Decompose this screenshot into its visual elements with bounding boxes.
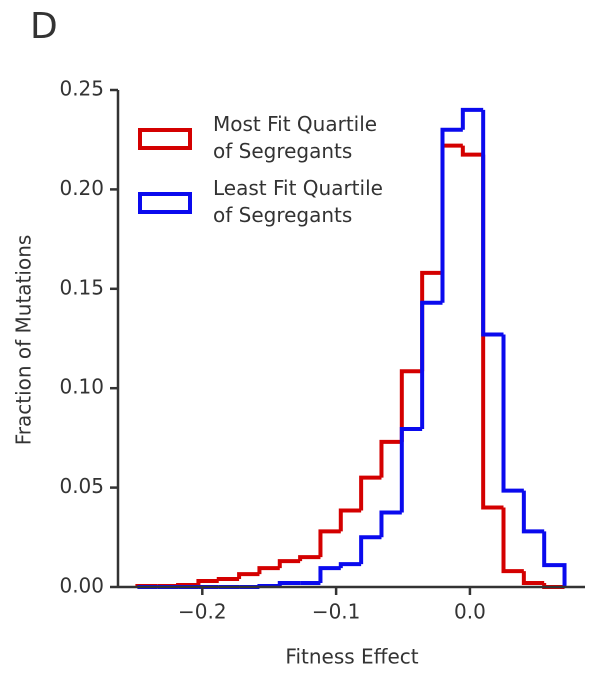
x-tick-label: 0.0 (454, 600, 486, 624)
histogram-step (318, 566, 341, 584)
histogram-step (521, 571, 545, 586)
y-tick-label: 0.15 (59, 275, 104, 299)
histogram-step (440, 127, 463, 303)
histogram-step (399, 369, 423, 442)
y-tick-label: 0.25 (59, 77, 104, 101)
y-axis-label: Fraction of Mutations (12, 235, 36, 446)
legend-swatch (138, 128, 192, 150)
histogram-step (440, 143, 463, 273)
histogram-step (338, 508, 362, 532)
histogram-step (481, 154, 504, 510)
histogram-step (359, 475, 382, 511)
histogram-step (399, 426, 423, 513)
x-axis-label: Fitness Effect (285, 645, 418, 669)
histogram-step (338, 562, 362, 569)
histogram-step (379, 510, 402, 538)
histogram-step (257, 566, 280, 575)
x-tick-label: −0.2 (178, 600, 227, 624)
histogram-step (460, 107, 484, 130)
histogram-step (481, 109, 504, 337)
y-tick-label: 0.00 (59, 574, 104, 598)
y-tick-label: 0.10 (59, 375, 104, 399)
histogram-step (318, 529, 341, 558)
x-tick-label: −0.1 (312, 600, 361, 624)
histogram-step (359, 535, 382, 565)
histogram-step (501, 334, 524, 493)
histogram-step (298, 555, 321, 562)
legend-swatch (138, 192, 192, 214)
histogram-step (460, 145, 484, 157)
histogram-step (277, 559, 301, 569)
histogram-step (216, 577, 240, 582)
histogram-step (420, 270, 443, 372)
y-tick-label: 0.20 (59, 176, 104, 200)
histogram-step (277, 581, 301, 587)
histogram-step (237, 572, 260, 580)
histogram-step (542, 531, 567, 587)
histogram-step (420, 300, 443, 429)
histogram-step (379, 439, 402, 478)
legend-label: Most Fit Quartile of Segregants (213, 112, 377, 163)
panel-label: D (30, 6, 58, 47)
y-tick-label: 0.05 (59, 474, 104, 498)
histogram-step (501, 507, 524, 574)
histogram-step (196, 579, 219, 586)
legend-label: Least Fit Quartile of Segregants (213, 176, 383, 227)
histogram-step (521, 490, 545, 534)
